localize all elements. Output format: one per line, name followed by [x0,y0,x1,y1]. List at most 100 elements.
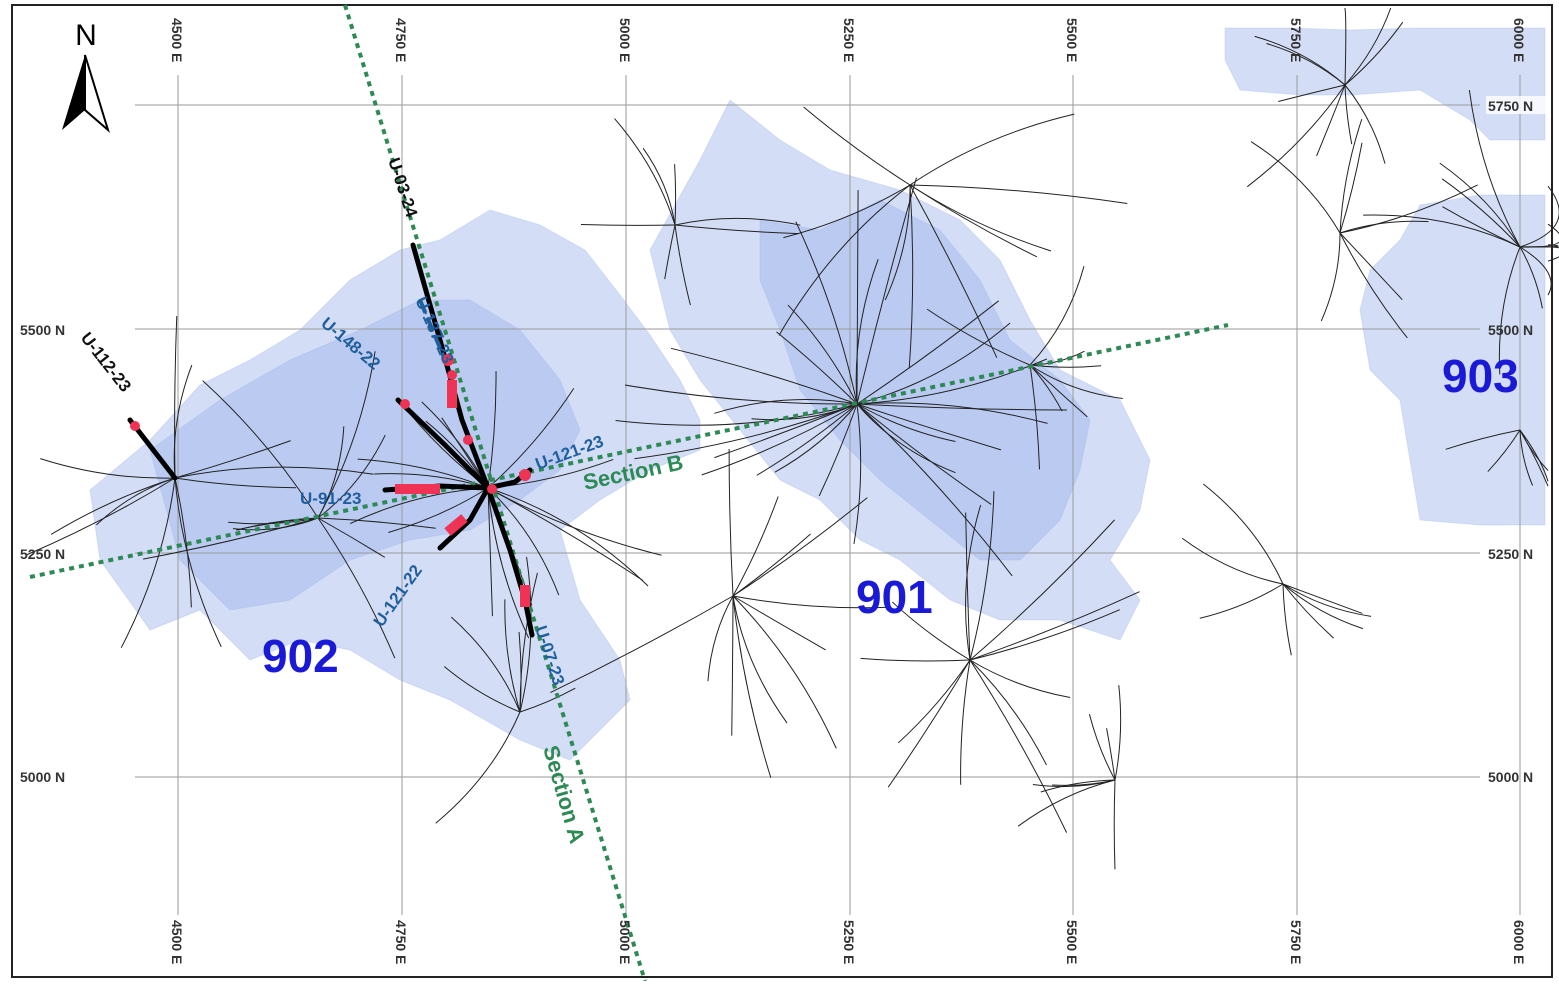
northing-labels-right: 5750 N 5500 N 5250 N 5000 N [1486,96,1546,785]
drill-trace [926,308,1031,366]
drill-trace [856,403,956,474]
drill-trace [236,517,319,531]
drill-trace [1339,232,1408,339]
drill-trace [732,533,811,597]
drill-trace [856,190,859,405]
zone-902-core-shape [149,299,581,611]
drill-trace [1320,232,1341,322]
drill-trace [856,403,1013,577]
easting-label: 4500 E [169,18,185,62]
drill-trace [174,440,291,479]
drill-trace [1339,232,1403,301]
drill-trace [1282,583,1364,630]
drill-trace [174,316,178,479]
drill-trace [909,113,1075,186]
northing-label: 5250 N [20,546,65,562]
drill-trace [674,217,801,226]
easting-label: 4500 E [169,920,185,964]
drill-trace [1282,583,1292,656]
drill-trace [232,517,319,531]
assay-marker [400,399,410,409]
drill-trace [909,184,1128,204]
drill-trace [1339,184,1478,234]
drill-trace [892,601,971,661]
drill-trace [1498,246,1521,375]
drill-trace [732,496,779,597]
drill-trace [783,184,911,239]
drill-trace [1344,21,1404,86]
drill-trace [487,487,560,596]
drill-trace [1029,364,1063,412]
drill-trace [1519,246,1552,296]
drill-trace [1088,713,1116,781]
drill-trace [1246,84,1346,188]
drill-trace [550,595,734,694]
hole-u-07-23-trace [485,485,535,638]
drill-trace [897,659,971,744]
section-b-line [29,323,1229,579]
drill-trace [701,403,858,476]
drill-trace [664,224,676,280]
drill-trace [317,517,396,659]
assay-marker [519,469,531,481]
drill-trace [778,184,911,336]
drill-trace [174,466,374,479]
drill-trace [969,659,1047,766]
drill-trace [860,657,971,662]
drill-trace [856,403,1002,451]
drill-trace [1199,583,1284,619]
drill-trace [731,595,734,736]
easting-label: 5500 E [1064,920,1080,964]
drill-trace [674,164,677,226]
drill-trace [1278,84,1346,103]
drill-trace [732,595,826,651]
zone-label-903: 903 [1442,350,1519,402]
drill-trace [1316,84,1346,157]
drill-trace [1439,162,1521,248]
north-arrow-right-half [84,54,110,134]
drill-trace [519,687,576,713]
drill-trace [26,477,176,556]
drill-trace [732,595,837,749]
drill-trace [969,491,995,661]
drill-trace [969,659,1068,833]
drill-trace [1441,178,1521,248]
northing-label: 5000 N [1488,769,1533,785]
easting-label: 5000 E [617,18,633,62]
drill-trace [1029,364,1088,418]
drill-trace [317,434,386,519]
drill-trace [856,403,956,443]
drill-trace [443,666,521,713]
drill-trace [732,595,772,778]
drill-trace [1339,118,1363,234]
drill-trace [776,331,858,405]
drill-trace [1519,429,1549,482]
drill-trace [1254,35,1346,86]
drill-trace [1029,364,1123,399]
drill-trace [1106,728,1116,781]
drill-trace [674,224,691,306]
easting-label: 5000 E [617,920,633,964]
drill-trace [965,504,982,661]
map-border [11,4,1553,978]
drill-trace [487,487,530,639]
northing-labels-left: 5500 N 5250 N 5000 N [20,322,65,785]
assay-marker [447,370,457,380]
north-arrow-left-half [62,55,85,130]
north-arrow-icon: N [62,19,110,134]
drill-trace [317,517,436,529]
drill-trace [487,388,575,489]
drill-trace [1519,246,1543,309]
drill-trace [884,184,911,301]
assay-marker [130,421,140,431]
drill-trace [120,477,176,649]
zone-903-north-shape [1224,27,1546,141]
drill-trace [143,517,319,560]
drill-trace [856,403,1067,411]
drill-trace [580,223,676,226]
drill-trace [634,403,858,460]
coordinate-grid [135,75,1521,915]
northing-label: 5500 N [20,322,65,338]
drill-trace [450,616,521,713]
drill-trace [728,449,734,597]
